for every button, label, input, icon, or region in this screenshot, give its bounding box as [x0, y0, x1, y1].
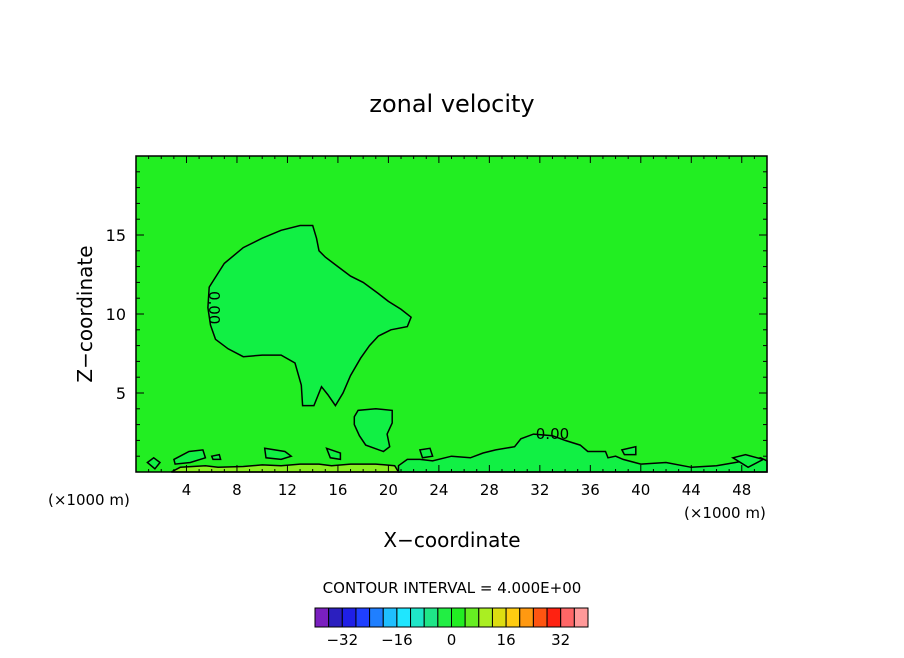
x-tick-label: 36 [581, 481, 600, 499]
x-tick-label: 12 [278, 481, 297, 499]
contour-interval: CONTOUR INTERVAL = 4.000E+00 [323, 579, 582, 597]
contour-region-surface-band [397, 433, 768, 473]
legend-swatch [396, 607, 412, 628]
y-tick-label: 15 [106, 226, 126, 245]
color-legend: −32 −16 0 16 32 [314, 607, 589, 649]
x-tick-label: 20 [379, 481, 398, 499]
x-tick-label: 8 [232, 481, 242, 499]
legend-swatch [314, 607, 330, 628]
contour-region-small-cell-1 [146, 456, 162, 470]
contour-region-surface-green-left [170, 463, 400, 473]
legend-swatch [573, 607, 589, 628]
contour-region-small-cell-4 [263, 447, 293, 461]
contour-labels: 0.00 0.00 [205, 291, 569, 443]
x-unit-left: (×1000 m) [48, 491, 130, 509]
contour-region-upper-left-blob [207, 224, 413, 407]
contour-region-small-cell-6 [418, 447, 434, 459]
legend-swatch [546, 607, 562, 628]
x-tick-label: 16 [328, 481, 347, 499]
contour-label: 0.00 [205, 291, 223, 324]
x-tick-label: 48 [732, 481, 751, 499]
contour-label: 0.00 [536, 425, 569, 443]
legend-swatch [560, 607, 575, 628]
contour-region-small-cell-8 [731, 453, 766, 469]
x-tick-label: 4 [182, 481, 192, 499]
x-tick-label: 32 [530, 481, 549, 499]
legend-swatch [491, 607, 507, 628]
legend-swatch [478, 607, 493, 628]
legend-tick-label: 0 [447, 631, 457, 649]
contour-region-small-cell-7 [620, 445, 637, 456]
legend-tick-label: −16 [381, 631, 413, 649]
legend-swatch [464, 607, 480, 628]
legend-swatch [341, 607, 357, 628]
y-tick-label: 5 [116, 384, 126, 403]
legend-tick-label: 16 [497, 631, 516, 649]
legend-swatch [423, 607, 439, 628]
contour-region-mid-blob [353, 408, 393, 453]
legend-swatch [410, 607, 425, 628]
chart-title: zonal velocity [369, 90, 534, 118]
x-tick-label: 44 [682, 481, 701, 499]
legend-swatch [451, 607, 466, 628]
contour-region-small-cell-5 [325, 447, 342, 461]
x-tick-label: 24 [429, 481, 448, 499]
contour-region-small-cell-2 [173, 449, 207, 465]
legend-swatch [437, 607, 453, 628]
legend-tick-label: 32 [551, 631, 570, 649]
legend-swatch [369, 607, 384, 628]
legend-swatch [328, 607, 343, 628]
legend-swatch [382, 607, 398, 628]
y-axis: 5 10 15 [106, 171, 767, 457]
y-axis-label: Z−coordinate [73, 245, 97, 382]
x-axis: 4 8 12 16 20 24 28 32 36 40 44 48 [148, 156, 755, 499]
x-unit-right: (×1000 m) [684, 504, 766, 522]
contour-region-small-cell-3 [210, 453, 222, 461]
legend-swatch [355, 607, 371, 628]
y-tick-label: 10 [106, 305, 126, 324]
legend-swatch [532, 607, 548, 628]
legend-swatch [505, 607, 521, 628]
legend-tick-label: −32 [326, 631, 358, 649]
x-tick-label: 28 [480, 481, 499, 499]
x-tick-label: 40 [631, 481, 650, 499]
legend-swatch [519, 607, 534, 628]
x-axis-label: X−coordinate [383, 528, 520, 552]
